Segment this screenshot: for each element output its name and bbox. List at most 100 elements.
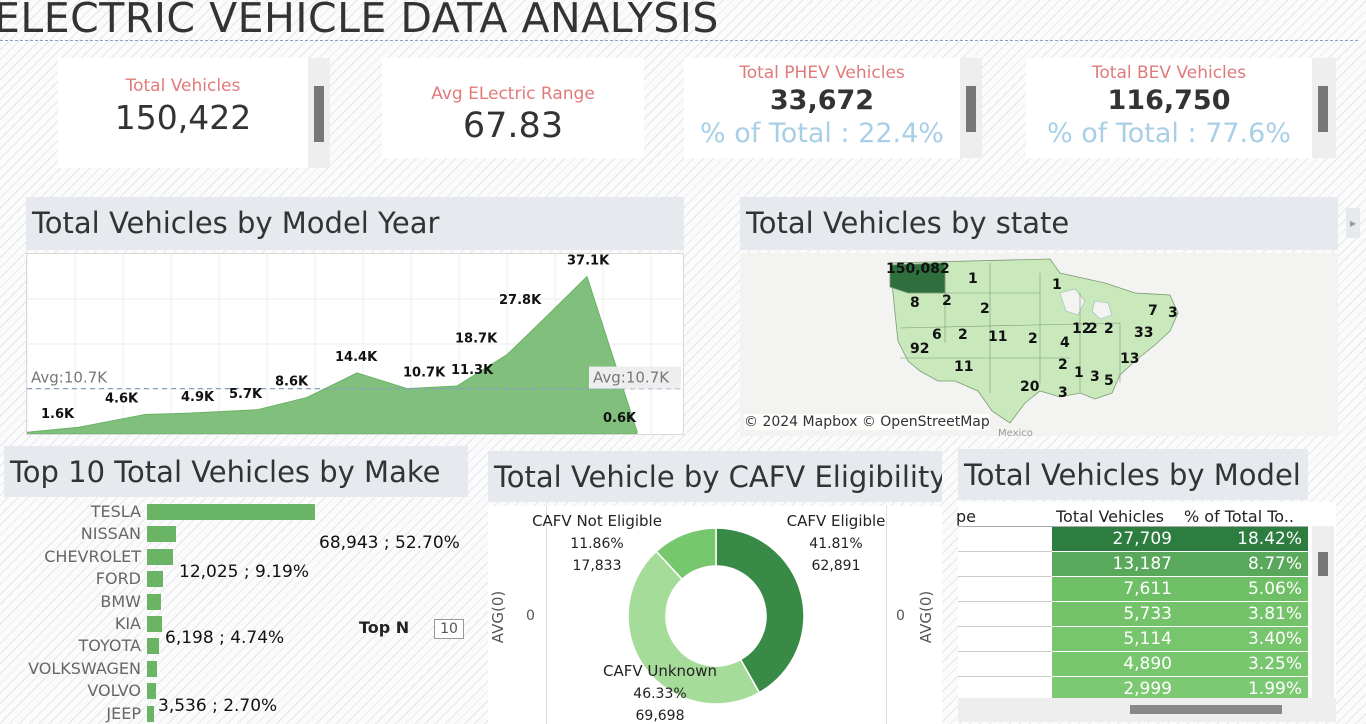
state-value-mo[interactable]: 4 <box>1060 335 1070 351</box>
state-value-ma[interactable]: 3 <box>1168 305 1178 321</box>
state-value-ca[interactable]: 92 <box>910 341 930 357</box>
svg-text:CAFV Not Eligible: CAFV Not Eligible <box>532 512 662 530</box>
table-row-divider <box>958 551 1052 552</box>
make-annotation: 12,025 ; 9.19% <box>179 562 310 582</box>
state-value-id[interactable]: 2 <box>942 293 952 309</box>
scrollbar-thumb[interactable] <box>314 86 324 142</box>
dashboard-title: ELECTRIC VEHICLE DATA ANALYSIS <box>0 0 719 42</box>
make-bar-chevrolet[interactable] <box>147 548 174 565</box>
cafv-axis-left-tick: 0 <box>526 608 535 624</box>
state-value-nv[interactable]: 6 <box>932 327 942 343</box>
scrollbar-thumb[interactable] <box>966 86 976 132</box>
table-row[interactable]: 5,114 3.40% <box>1052 627 1308 651</box>
state-value-mn[interactable]: 1 <box>1052 277 1062 293</box>
table-row[interactable]: 5,733 3.81% <box>1052 602 1308 626</box>
make-bar-ford[interactable] <box>147 571 164 588</box>
table-vscrollbar[interactable] <box>1312 526 1334 698</box>
state-value-oh[interactable]: 2 <box>1104 321 1114 337</box>
donut-slice[interactable] <box>655 527 717 581</box>
state-scroll-arrow[interactable]: ▸ <box>1346 208 1360 238</box>
area-series[interactable] <box>27 275 638 434</box>
data-label: 5.7K <box>229 387 263 402</box>
table-row-divider <box>958 651 1052 652</box>
make-chart[interactable]: TESLA NISSAN CHEVROLET FORD BMW KIA TOYOTA VOLK… <box>0 499 474 724</box>
state-value-ga[interactable]: 3 <box>1090 369 1100 385</box>
make-label-chevrolet: CHEVROLET <box>44 546 141 566</box>
state-value-wy[interactable]: 2 <box>980 301 990 317</box>
donut-label: CAFV Unknown 46.33% 69,698 <box>603 662 717 724</box>
state-value-mt[interactable]: 1 <box>968 271 978 287</box>
top-n-label: Top N <box>359 618 410 637</box>
make-bar-jeep[interactable] <box>147 705 155 722</box>
kpi-value: 116,750 <box>1107 85 1231 116</box>
model-year-chart[interactable]: Avg:10.7K Avg:10.7K 1.6K 4.6K 4.9K 5.7K 8.6K 14… <box>26 253 684 435</box>
cell-pct: 5.06% <box>1247 579 1302 599</box>
make-label-toyota: TOYOTA <box>78 636 141 656</box>
table-row[interactable]: 7,611 5.06% <box>1052 577 1308 601</box>
avg-label: Avg:10.7K <box>31 369 108 387</box>
state-value-al[interactable]: 1 <box>1074 365 1084 381</box>
state-value-pa[interactable]: 33 <box>1134 325 1154 341</box>
model-title: Total Vehicles by Model <box>958 449 1308 500</box>
svg-text:CAFV Eligible: CAFV Eligible <box>787 512 886 530</box>
table-row[interactable]: 27,709 18.42% <box>1052 527 1308 551</box>
state-value-va[interactable]: 13 <box>1120 351 1140 367</box>
state-value-ms[interactable]: 2 <box>1058 357 1068 373</box>
state-borders <box>899 263 1121 393</box>
top-n-input[interactable]: 10 <box>434 619 464 639</box>
make-bar-toyota[interactable] <box>147 638 160 655</box>
state-value-in[interactable]: 2 <box>1088 321 1098 337</box>
make-bar-nissan[interactable] <box>147 526 177 543</box>
make-label-volkswagen: VOLKSWAGEN <box>28 658 141 678</box>
data-label: 1.6K <box>41 407 75 422</box>
state-value-or[interactable]: 8 <box>910 295 920 311</box>
scrollbar-thumb[interactable] <box>1318 86 1328 132</box>
make-annotation: 68,943 ; 52.70% <box>319 533 460 553</box>
table-row[interactable]: 13,187 8.77% <box>1052 552 1308 576</box>
state-value-tx[interactable]: 20 <box>1020 379 1040 395</box>
kpi-scrollbar[interactable] <box>1312 58 1336 158</box>
scrollbar-thumb[interactable] <box>1318 552 1328 576</box>
cafv-chart[interactable]: AVG(0) 0 AVG(0) 0 CAFV Eligible 41.81% 62,… <box>488 506 942 724</box>
make-annotation: 6,198 ; 4.74% <box>165 628 285 648</box>
table-header-total[interactable]: Total Vehicles <box>1056 507 1165 526</box>
avg-label-bg <box>589 366 681 389</box>
table-row[interactable]: 4,890 3.25% <box>1052 652 1308 676</box>
table-hscrollbar[interactable] <box>958 698 1336 722</box>
scrollbar-thumb[interactable] <box>1130 705 1282 714</box>
table-row-divider <box>958 676 1052 677</box>
make-bar-volkswagen[interactable] <box>147 660 157 677</box>
avg-label: Avg:10.7K <box>593 369 670 387</box>
make-label-tesla: TESLA <box>90 502 141 521</box>
data-label: 18.7K <box>455 332 498 347</box>
cafv-axis-left-line <box>546 506 547 724</box>
cell-pct: 3.25% <box>1247 654 1302 674</box>
state-value-ny[interactable]: 7 <box>1148 303 1158 319</box>
donut-slice[interactable] <box>715 527 805 694</box>
cell-total: 4,890 <box>1123 654 1172 674</box>
state-value-az[interactable]: 11 <box>954 359 974 375</box>
state-value-sc[interactable]: 5 <box>1104 373 1114 389</box>
make-bar-volvo[interactable] <box>147 683 156 700</box>
data-label: 37.1K <box>567 254 610 269</box>
table-row[interactable]: 2,999 1.99% <box>1052 677 1308 701</box>
state-value-ut[interactable]: 2 <box>958 327 968 343</box>
kpi-label: Total BEV Vehicles <box>1091 63 1247 83</box>
state-map[interactable]: © 2024 Mapbox © OpenStreetMap Mexico 150… <box>740 253 1338 436</box>
state-value-co[interactable]: 11 <box>988 329 1008 345</box>
make-bar-kia[interactable] <box>147 616 163 632</box>
state-value-wa[interactable]: 150,082 <box>886 261 950 277</box>
make-bar-bmw[interactable] <box>147 593 161 610</box>
state-value-il[interactable]: 12 <box>1072 321 1092 337</box>
model-table[interactable]: pe Total Vehicles % of Total To.. 27,709… <box>956 502 1336 702</box>
kpi-bev: Total BEV Vehicles 116,750 % of Total : … <box>1026 58 1312 158</box>
cell-pct: 18.42% <box>1237 529 1302 549</box>
table-header-pct[interactable]: % of Total To.. <box>1184 507 1294 526</box>
donut-slice[interactable] <box>627 550 761 705</box>
cell-pct: 3.40% <box>1247 629 1302 649</box>
state-value-ks[interactable]: 2 <box>1028 331 1038 347</box>
make-bar-tesla[interactable] <box>147 504 315 520</box>
state-value-la[interactable]: 3 <box>1058 385 1068 401</box>
kpi-scrollbar[interactable] <box>960 58 982 158</box>
kpi-scrollbar[interactable] <box>308 58 330 168</box>
